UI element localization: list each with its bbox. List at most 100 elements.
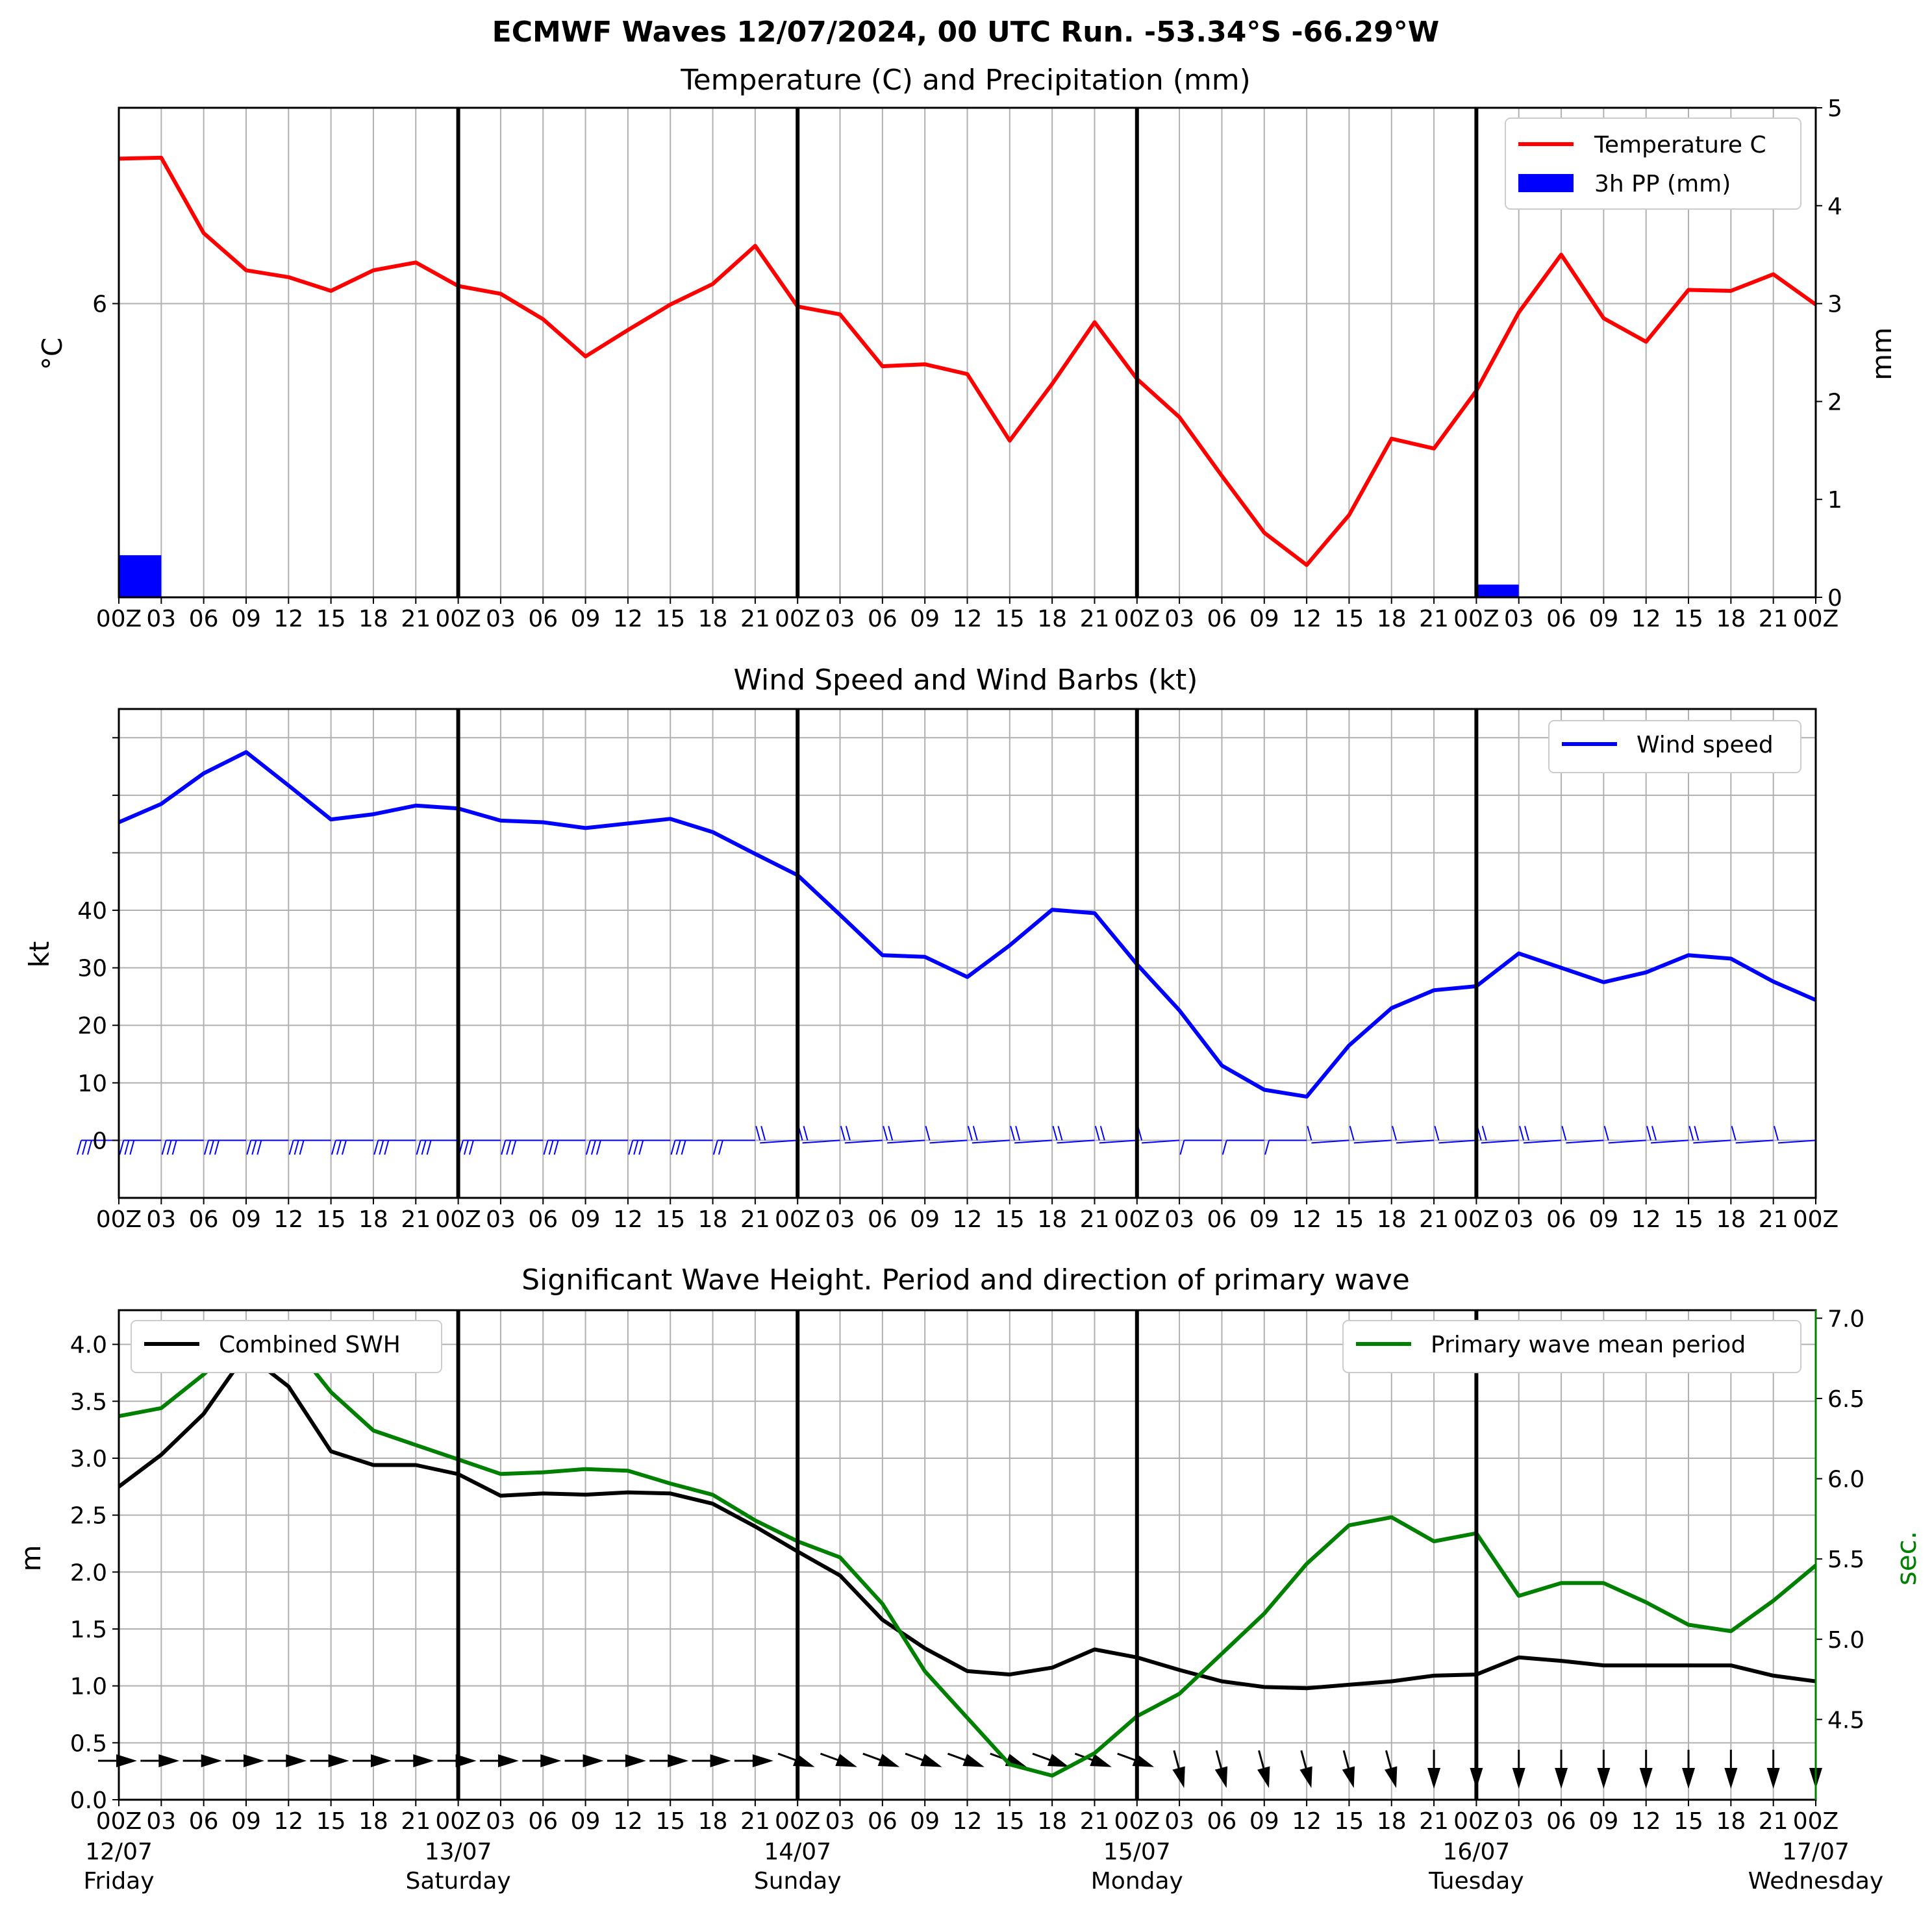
x-tick-label: 09 bbox=[1249, 606, 1279, 632]
wind-barb-feather bbox=[373, 1140, 379, 1155]
wind-barb-feather bbox=[379, 1140, 384, 1155]
x-tick-label: 09 bbox=[1588, 1808, 1618, 1835]
temperature-series-point bbox=[712, 283, 714, 285]
arrow-head bbox=[1427, 1768, 1441, 1789]
arrow-head bbox=[962, 1754, 985, 1767]
wind-speed-series-point bbox=[839, 914, 841, 916]
x-tick-label: 15 bbox=[1335, 1808, 1364, 1835]
wind-speed-series-point bbox=[1603, 981, 1605, 983]
x-tick-label: 18 bbox=[1716, 1808, 1746, 1835]
arrow-head bbox=[710, 1754, 731, 1767]
wind-barb-shaft bbox=[1014, 1139, 1053, 1144]
wave-direction-arrow bbox=[820, 1752, 857, 1767]
wind-barb-feather bbox=[294, 1140, 299, 1155]
x-tick-label: 06 bbox=[868, 1206, 897, 1233]
wind-barb-feather bbox=[1052, 1126, 1058, 1141]
x-tick-label: 21 bbox=[1080, 1808, 1110, 1835]
x-tick-label: 21 bbox=[740, 1808, 770, 1835]
x-tick-label: 06 bbox=[189, 1808, 219, 1835]
temperature-axes: 00Z 03 06 09 12 15 18 21 00Z 03 06 09 12 15 18 21 00Z 03 0… bbox=[92, 95, 1842, 632]
x-tick-label: 12 bbox=[1631, 606, 1661, 632]
swh-series-point bbox=[1009, 1674, 1010, 1676]
wind-barb-feather bbox=[166, 1140, 172, 1155]
swh-series-point bbox=[754, 1526, 756, 1528]
date-label: 17/07 bbox=[1782, 1839, 1850, 1865]
wind-speed-series-point bbox=[584, 827, 586, 829]
wind-speed-series-point bbox=[1390, 1007, 1392, 1009]
x-tick-label: 15 bbox=[1674, 606, 1703, 632]
x-tick-label: 12 bbox=[273, 1206, 303, 1233]
period-series-point bbox=[1433, 1540, 1435, 1542]
wave-direction-arrow bbox=[1257, 1750, 1270, 1789]
wind-barb-feather bbox=[681, 1140, 686, 1155]
wind-barb-feather bbox=[1731, 1126, 1737, 1141]
temperature-panel-title: Temperature (C) and Precipitation (mm) bbox=[680, 64, 1251, 97]
wave-direction-arrow bbox=[1385, 1750, 1398, 1789]
x-tick-label: 18 bbox=[358, 1808, 388, 1835]
swh-series-point bbox=[288, 1386, 290, 1387]
temperature-series-point bbox=[1348, 514, 1350, 516]
y-tick-label: 20 bbox=[77, 1013, 107, 1039]
period-series-point bbox=[1730, 1630, 1732, 1632]
x-tick-label: 09 bbox=[910, 606, 940, 632]
period-series-point bbox=[330, 1391, 332, 1393]
wind-barb-shaft bbox=[1693, 1139, 1731, 1144]
wind-barb-feather bbox=[1057, 1126, 1063, 1141]
wave-direction-arrow bbox=[1299, 1750, 1312, 1789]
wind-speed-series-point bbox=[415, 804, 417, 806]
wave-direction-arrow bbox=[734, 1754, 773, 1767]
wind-speed-series-point bbox=[499, 819, 501, 821]
arrow-head bbox=[370, 1754, 392, 1767]
wind-barb-feather bbox=[1010, 1126, 1016, 1141]
x-tick-label: 06 bbox=[1207, 606, 1237, 632]
wind-barb-feather bbox=[341, 1140, 347, 1155]
period-series-point bbox=[1179, 1693, 1181, 1695]
temperature-legend-label: Temperature C bbox=[1594, 132, 1766, 158]
x-tick-label: 03 bbox=[1164, 606, 1194, 632]
wind-panel-title: Wind Speed and Wind Barbs (kt) bbox=[734, 664, 1198, 697]
swh-series-point bbox=[1179, 1669, 1181, 1671]
wind-speed-series-point bbox=[1348, 1045, 1350, 1047]
wind-barb-feather bbox=[755, 1126, 761, 1141]
period-series-point bbox=[203, 1373, 205, 1375]
temperature-series-point bbox=[1772, 273, 1774, 275]
x-tick-label: 21 bbox=[401, 606, 431, 632]
period-series-point bbox=[415, 1444, 417, 1446]
wave-direction-arrow bbox=[182, 1754, 222, 1767]
wind-barb-feather bbox=[925, 1126, 931, 1141]
wind-barb-feather bbox=[1264, 1140, 1270, 1155]
wind-barb-shaft bbox=[1481, 1139, 1519, 1144]
wind-speed-series-point bbox=[203, 773, 205, 775]
x-tick-label: 09 bbox=[231, 606, 261, 632]
y-tick-label: 7.0 bbox=[1827, 1306, 1864, 1332]
precipitation-bar bbox=[119, 555, 162, 597]
x-tick-label: 00Z bbox=[96, 1206, 142, 1233]
x-tick-label: 00Z bbox=[435, 1808, 481, 1835]
wind-barb-feather bbox=[251, 1140, 257, 1155]
period-series-point bbox=[1221, 1653, 1223, 1655]
wind-speed-series-point bbox=[627, 823, 629, 825]
swh-series-point bbox=[1051, 1667, 1053, 1669]
y-tick-label: 40 bbox=[77, 898, 107, 925]
period-series-point bbox=[499, 1473, 501, 1475]
period-ylabel: sec. bbox=[1890, 1531, 1922, 1585]
y-tick-label: 2.0 bbox=[70, 1560, 107, 1586]
x-tick-label: 09 bbox=[1249, 1808, 1279, 1835]
wave-panel: Significant Wave Height. Period and dire… bbox=[15, 1263, 1922, 1895]
wind-barb-shaft bbox=[760, 1139, 798, 1144]
wind-barb-feather bbox=[1481, 1126, 1487, 1141]
wave-direction-arrow bbox=[310, 1754, 349, 1767]
x-tick-label: 00Z bbox=[775, 1206, 820, 1233]
wind-barb-feather bbox=[1434, 1126, 1440, 1141]
temperature-series-point bbox=[1433, 447, 1435, 449]
temperature-series-point bbox=[670, 304, 671, 306]
x-tick-label: 15 bbox=[1674, 1206, 1703, 1233]
x-tick-label: 00Z bbox=[96, 1808, 142, 1835]
swh-series-point bbox=[584, 1494, 586, 1496]
x-tick-label: 18 bbox=[358, 606, 388, 632]
x-tick-label: 06 bbox=[1207, 1808, 1237, 1835]
period-series-point bbox=[966, 1717, 968, 1719]
period-series-point bbox=[754, 1519, 756, 1521]
wind-barb-shaft bbox=[1311, 1139, 1349, 1144]
temperature-series-point bbox=[1390, 438, 1392, 440]
